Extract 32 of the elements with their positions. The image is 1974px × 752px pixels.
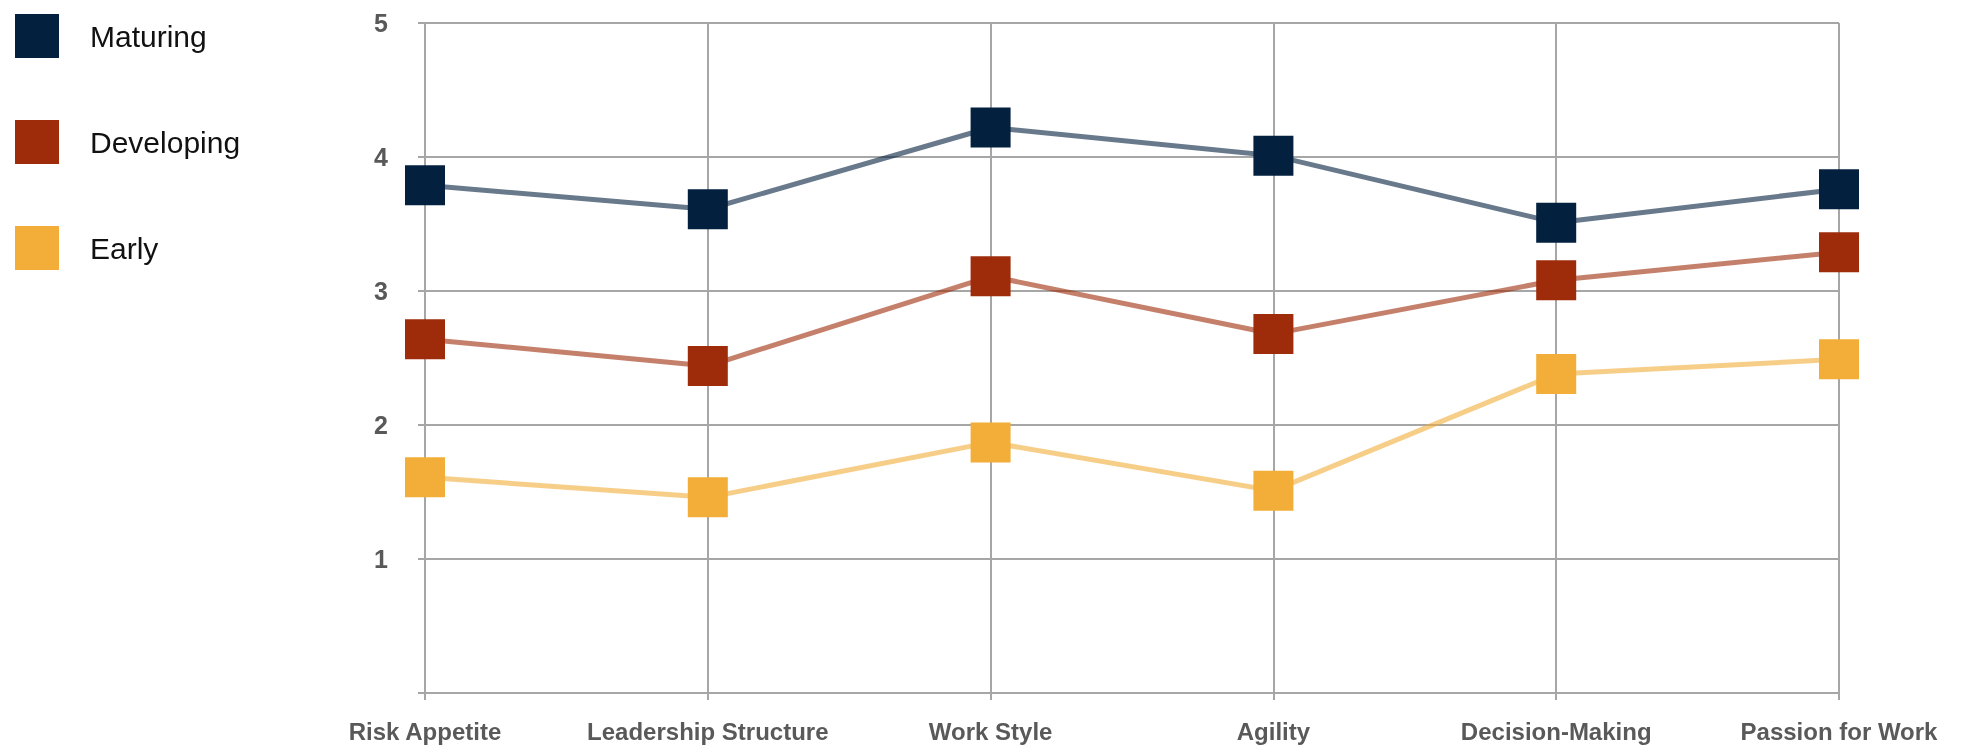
legend-label: Developing xyxy=(90,125,241,159)
y-tick-label: 5 xyxy=(374,9,389,37)
legend-label: Early xyxy=(90,231,159,265)
point xyxy=(1819,339,1859,380)
point xyxy=(1253,470,1294,511)
x-tick-label: Decision-Making xyxy=(1460,717,1652,745)
point xyxy=(970,422,1011,463)
y-tick-label: 4 xyxy=(374,143,389,171)
legend-label: Maturing xyxy=(90,19,207,53)
point xyxy=(687,346,728,387)
point xyxy=(687,477,728,518)
x-tick-label: Work Style xyxy=(928,717,1053,745)
point xyxy=(1819,232,1859,273)
point xyxy=(405,319,445,360)
point xyxy=(405,165,445,206)
y-tick-label: 1 xyxy=(374,545,389,573)
x-tick-label: Leadership Structure xyxy=(587,717,829,745)
point xyxy=(1536,202,1577,243)
point xyxy=(970,107,1011,148)
point xyxy=(1536,260,1577,301)
y-tick-label: 3 xyxy=(374,277,388,305)
x-tick-label: Passion for Work xyxy=(1740,717,1939,745)
point xyxy=(1253,313,1294,354)
point xyxy=(970,256,1011,297)
point xyxy=(1253,135,1294,176)
point xyxy=(1536,354,1577,395)
y-tick-label: 2 xyxy=(374,411,388,439)
x-tick-label: Risk Appetite xyxy=(348,717,502,745)
x-tick-label: Agility xyxy=(1236,717,1311,745)
point xyxy=(405,457,445,498)
point xyxy=(687,189,728,230)
point xyxy=(1819,169,1859,210)
